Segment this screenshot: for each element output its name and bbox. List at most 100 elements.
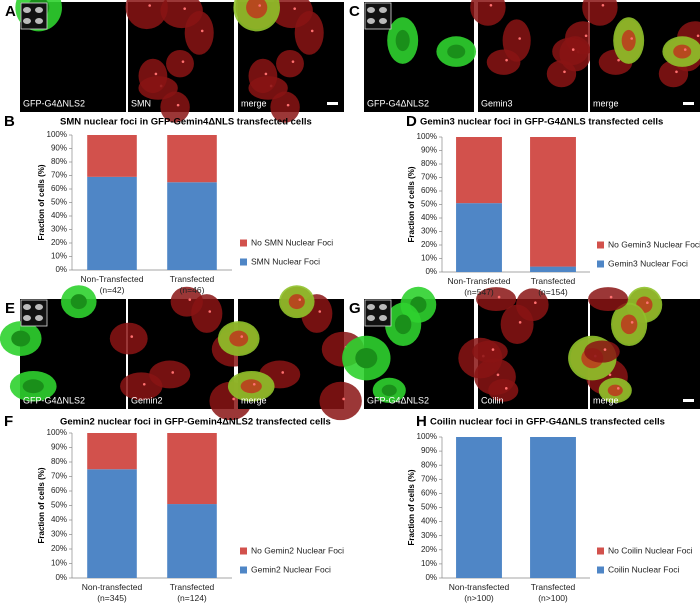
nucleus	[607, 384, 623, 397]
cell-red	[500, 304, 534, 345]
y-tick-label: 0%	[55, 573, 67, 582]
panel-letter: A	[5, 3, 16, 20]
legend-label: No Coilin Nuclear Foci	[608, 545, 693, 555]
focus	[696, 34, 700, 38]
y-tick-label: 40%	[51, 515, 67, 524]
y-tick-label: 70%	[421, 474, 437, 483]
nucleus	[229, 330, 249, 347]
panel-letter: H	[416, 413, 427, 430]
x-tick-label: Transfected (n=124)	[169, 582, 215, 603]
bar-segment	[530, 437, 576, 578]
focus	[240, 335, 244, 338]
inset-nucleus	[367, 315, 375, 321]
inset	[364, 299, 392, 327]
legend-label: Gemin2 Nuclear Foci	[251, 564, 331, 574]
y-axis-label: Fraction of cells (%)	[37, 467, 46, 543]
image-label: merge	[241, 395, 267, 405]
bar-segment	[530, 137, 576, 267]
panel-letter: C	[349, 3, 360, 20]
cell-red	[476, 287, 517, 312]
bar-segment	[167, 504, 217, 578]
y-tick-label: 0%	[425, 267, 437, 276]
y-tick-label: 20%	[421, 240, 437, 249]
cell-red	[276, 50, 304, 78]
focus	[286, 103, 290, 107]
inset-nucleus	[367, 18, 375, 24]
y-tick-label: 0%	[55, 265, 67, 274]
cell-red	[588, 287, 629, 312]
focus	[603, 348, 607, 351]
cell-red	[125, 0, 168, 30]
image-label: GFP-G4ΔNLS2	[23, 98, 85, 108]
legend-swatch	[240, 547, 247, 555]
focus	[130, 335, 134, 338]
y-tick-label: 40%	[421, 517, 437, 526]
nucleus	[621, 29, 636, 52]
focus	[571, 48, 575, 51]
image-label: SMN	[131, 98, 151, 108]
nucleus	[11, 330, 31, 347]
nucleus	[381, 384, 397, 397]
y-tick-label: 80%	[51, 157, 67, 166]
image-label: GFP-G4ΔNLS2	[367, 395, 429, 405]
cell-red	[470, 0, 506, 26]
focus	[148, 4, 151, 7]
focus	[601, 3, 605, 7]
inset	[364, 2, 392, 30]
y-tick-label: 60%	[421, 489, 437, 498]
nucleus	[447, 44, 466, 59]
focus	[291, 60, 295, 63]
focus	[617, 58, 620, 62]
focus	[188, 298, 192, 301]
x-tick-label: Transfected (n=154)	[530, 276, 576, 297]
focus	[142, 382, 146, 386]
focus	[496, 373, 500, 377]
x-tick-label: Transfected (n>100)	[530, 582, 576, 603]
bar-segment	[87, 176, 137, 270]
legend-label: Coilin Nuclear Foci	[608, 564, 679, 574]
y-tick-label: 40%	[51, 211, 67, 220]
inset-nucleus	[367, 7, 375, 13]
nucleus	[22, 379, 44, 394]
x-tick-label: Non-transfected (n=345)	[81, 582, 143, 603]
nucleus	[70, 294, 87, 310]
focus	[534, 301, 537, 305]
focus	[310, 29, 314, 33]
y-tick-label: 60%	[421, 186, 437, 195]
focus	[154, 72, 158, 76]
image-label: GFP-G4ΔNLS2	[23, 395, 85, 405]
y-tick-label: 30%	[51, 530, 67, 539]
y-tick-label: 20%	[51, 238, 67, 247]
y-tick-label: 80%	[421, 159, 437, 168]
focus	[293, 7, 296, 10]
inset-nucleus	[23, 315, 31, 321]
cell-red	[138, 58, 168, 94]
image-label: merge	[593, 98, 619, 108]
legend-label: No Gemin3 Nuclear Foci	[608, 239, 700, 249]
nucleus	[288, 294, 305, 310]
cell-red	[170, 286, 203, 317]
chart-title: Coilin nuclear foci in GFP-G4ΔNLS transf…	[430, 417, 665, 428]
legend-swatch	[597, 547, 604, 555]
cell-red	[488, 378, 519, 402]
chart-title: SMN nuclear foci in GFP-Gemin4ΔNLS trans…	[60, 117, 312, 128]
panel-letter: B	[4, 113, 15, 130]
legend-swatch	[240, 566, 247, 574]
nucleus	[246, 0, 268, 19]
panel-letter: E	[5, 300, 15, 317]
focus	[252, 382, 256, 386]
bar-segment	[456, 203, 502, 272]
y-tick-label: 40%	[421, 213, 437, 222]
x-tick-label: Non-Transfected (n=547)	[447, 276, 511, 297]
panel-letter: G	[349, 300, 361, 317]
y-tick-label: 10%	[51, 252, 67, 261]
focus	[181, 60, 185, 63]
nucleus	[395, 29, 410, 52]
chart-title: Gemin3 nuclear foci in GFP-G4ΔNLS transf…	[420, 117, 663, 128]
inset-nucleus	[35, 315, 43, 321]
focus	[258, 4, 261, 7]
y-tick-label: 90%	[51, 443, 67, 452]
focus	[176, 103, 180, 107]
cell-red	[582, 0, 618, 26]
